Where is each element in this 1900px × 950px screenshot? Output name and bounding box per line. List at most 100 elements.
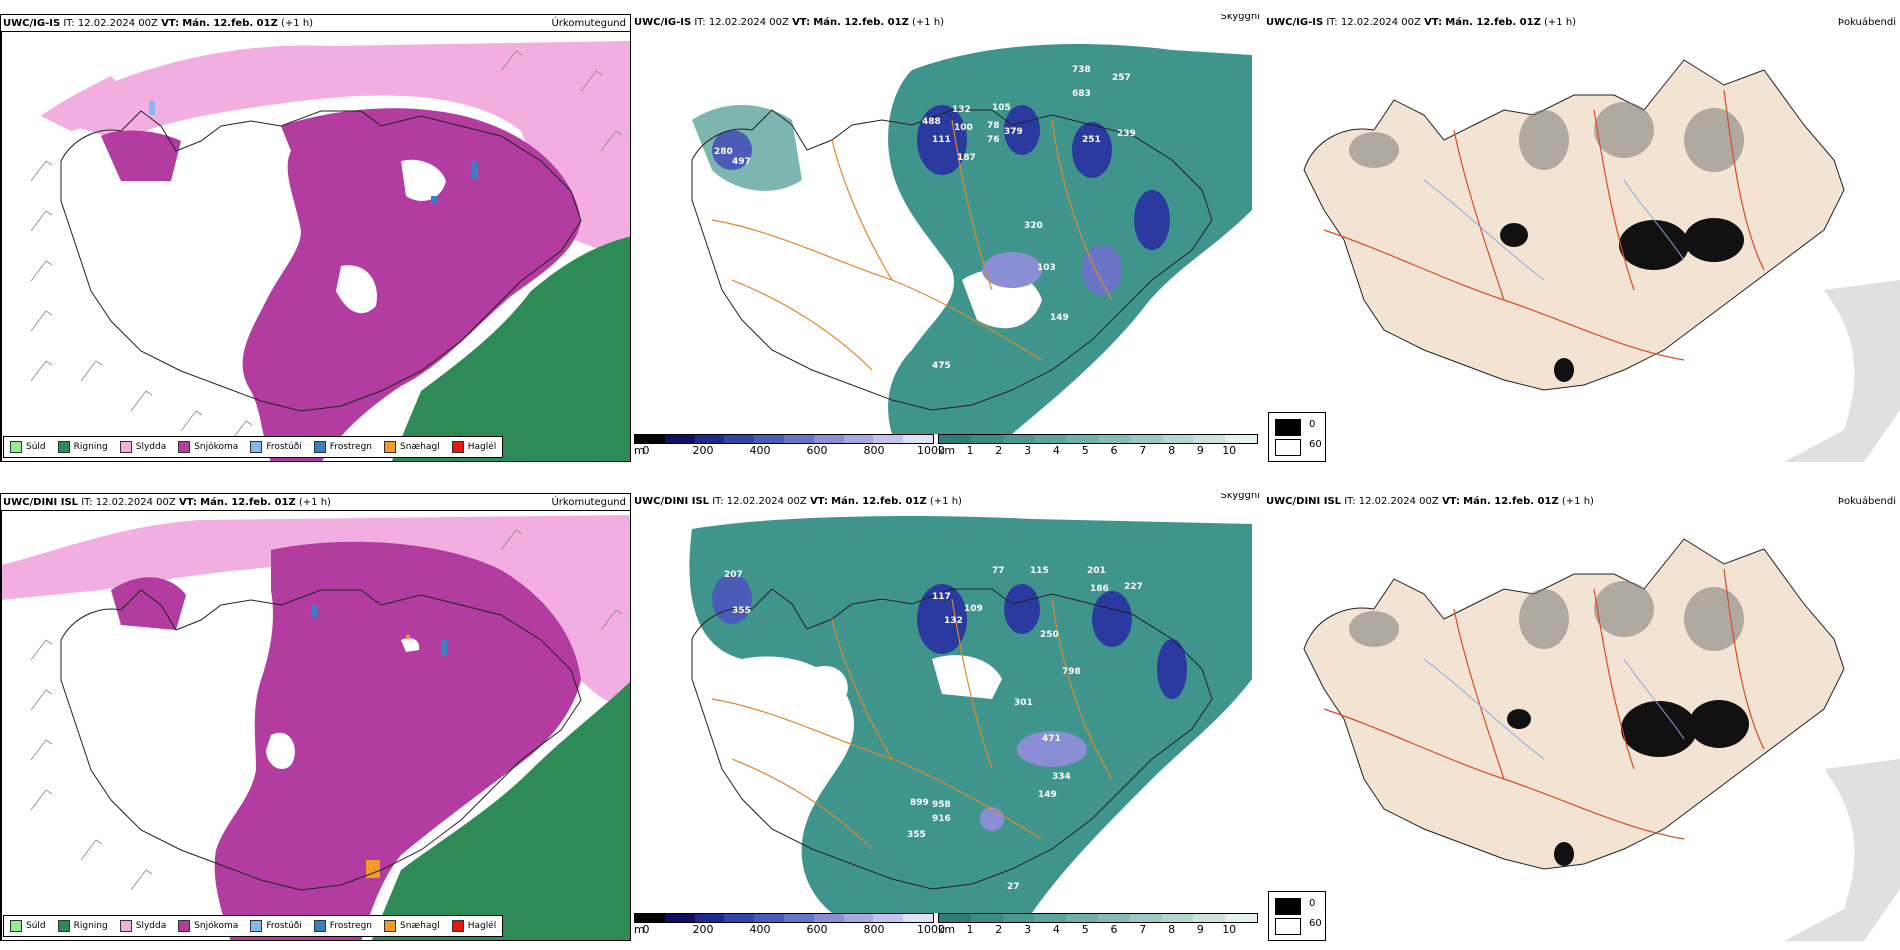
tick-label: 8 — [1168, 444, 1176, 457]
ceiling-label: 109 — [964, 604, 983, 614]
ceiling-colorbar-swatches — [634, 434, 934, 444]
panel-header: UWC/IG-IS IT: 12.02.2024 00Z VT: Mán. 12… — [3, 17, 626, 31]
tick-label: 10 — [1222, 923, 1237, 936]
legend-swatch — [119, 441, 132, 453]
tick-label: 400 — [749, 923, 771, 936]
legend-label: Haglél — [467, 921, 497, 931]
legend-item: Haglél — [451, 920, 497, 932]
model-source: UWC/DINI ISL — [3, 497, 79, 508]
colorbar-swatch — [873, 914, 904, 922]
ceiling-colorbar: m 0 200 400 600 800 1000 — [634, 434, 945, 457]
colorbar-swatch — [970, 914, 1003, 922]
colorbar-swatch — [635, 914, 665, 922]
precip-type-panel-top: UWC/IG-IS IT: 12.02.2024 00Z VT: Mán. 12… — [0, 14, 631, 462]
legend-label: Súld — [26, 442, 46, 452]
ceiling-label: 77 — [992, 566, 1005, 576]
tick-label: 7 — [1139, 444, 1147, 457]
it-value: 12.02.2024 00Z — [1358, 496, 1439, 507]
ceiling-label: 320 — [1024, 221, 1043, 231]
vt-value: Mán. 12.feb. 01Z — [200, 497, 296, 508]
fog-swatch — [1275, 898, 1301, 915]
it-label: IT: — [1344, 496, 1356, 507]
colorbar-swatch — [664, 435, 695, 443]
legend-swatch — [119, 920, 132, 932]
fog-legend-top: 0 60 — [1268, 412, 1326, 462]
tick-label: 8 — [1168, 923, 1176, 936]
model-source: UWC/DINI ISL — [634, 496, 710, 507]
tick-label: 1 — [966, 444, 974, 457]
precip-type-map — [1, 31, 630, 461]
ceiling-label: 280 — [714, 147, 733, 157]
legend-swatch — [178, 441, 191, 453]
ceiling-label: 958 — [932, 800, 951, 810]
lead-time: (+1 h) — [1544, 17, 1577, 28]
visibility-colorbar: km 1 2 3 4 5 6 7 8 9 10 — [938, 913, 1258, 936]
ceiling-label: 475 — [932, 361, 951, 371]
legend-label: Slydda — [135, 442, 167, 452]
tick-label: 600 — [806, 444, 828, 457]
tick-label: 4 — [1052, 923, 1060, 936]
colorbar-swatch — [843, 435, 874, 443]
ceiling-colorbar: m 0 200 400 600 800 1000 — [634, 913, 945, 936]
colorbar-swatch — [1193, 435, 1226, 443]
ceiling-label: 798 — [1062, 667, 1081, 677]
legend-label: Frostúði — [266, 921, 302, 931]
colorbar-swatch — [970, 435, 1003, 443]
precip-type-panel-bottom: UWC/DINI ISL IT: 12.02.2024 00Z VT: Mán.… — [0, 493, 631, 941]
legend-item: Snjókoma — [178, 441, 238, 453]
ceiling-label: 250 — [1040, 630, 1059, 640]
legend-item: Rigning — [57, 441, 108, 453]
ceiling-label: 207 — [724, 570, 743, 580]
colorbar-swatch — [843, 914, 874, 922]
ceiling-label: 301 — [1014, 698, 1033, 708]
colorbar-swatch — [939, 435, 971, 443]
vt-value: Mán. 12.feb. 01Z — [1463, 496, 1559, 507]
colorbar-swatch — [724, 435, 755, 443]
precip-type-legend: Súld Rigning Slydda Snjókoma Frostúði Fr… — [3, 915, 504, 937]
ceiling-label: 683 — [1072, 89, 1091, 99]
legend-swatch — [178, 920, 191, 932]
legend-item: Slydda — [119, 441, 167, 453]
colorbar-swatch — [1066, 914, 1098, 922]
visibility-colorbar: km 1 2 3 4 5 6 7 8 9 10 — [938, 434, 1258, 457]
it-value: 12.02.2024 00Z — [77, 18, 158, 29]
ceiling-colorbar-ticks: m 0 200 400 600 800 1000 — [634, 444, 945, 457]
ceiling-label: 186 — [1090, 584, 1109, 594]
legend-swatch — [451, 920, 464, 932]
fog-swatch — [1275, 419, 1301, 436]
legend-label: Haglél — [467, 442, 497, 452]
ceiling-label: 78 — [987, 121, 1000, 131]
tick-label: 0 — [642, 923, 650, 936]
ceiling-label: 27 — [1007, 882, 1020, 892]
legend-item: Haglél — [451, 441, 497, 453]
ceiling-label: 111 — [932, 135, 951, 145]
tick-label: 5 — [1081, 923, 1089, 936]
colorbar-swatch — [1225, 435, 1257, 443]
unit-label: m — [634, 444, 645, 457]
tick-label: 1000 — [917, 923, 945, 936]
vt-value: Mán. 12.feb. 01Z — [182, 18, 278, 29]
legend-label: Snæhagl — [400, 921, 440, 931]
panel-type-label: Úrkomutegund — [551, 497, 626, 508]
colorbar-swatch — [783, 914, 814, 922]
tick-label: 6 — [1110, 444, 1118, 457]
panel-header: UWC/IG-IS IT: 12.02.2024 00Z VT: Mán. 12… — [634, 14, 1260, 30]
ceiling-label: 117 — [932, 592, 951, 602]
legend-swatch — [384, 920, 397, 932]
visibility-colorbar-swatches — [938, 434, 1258, 444]
fog-swatch — [1275, 918, 1301, 935]
unit-label: km — [938, 923, 956, 936]
colorbar-swatch — [1129, 435, 1162, 443]
ceiling-label: 251 — [1082, 135, 1101, 145]
legend-label: Frostúði — [266, 442, 302, 452]
panel-header: UWC/DINI ISL IT: 12.02.2024 00Z VT: Mán.… — [634, 493, 1260, 509]
colorbar-swatch — [813, 914, 844, 922]
vt-value: Mán. 12.feb. 01Z — [831, 496, 927, 507]
vt-label: VT: — [1441, 496, 1460, 507]
ceiling-label: 738 — [1072, 65, 1091, 75]
it-value: 12.02.2024 00Z — [95, 497, 176, 508]
colorbar-swatch — [694, 914, 725, 922]
ceiling-label: 257 — [1112, 73, 1131, 83]
legend-item: Slydda — [119, 920, 166, 932]
colorbar-swatch — [783, 435, 814, 443]
